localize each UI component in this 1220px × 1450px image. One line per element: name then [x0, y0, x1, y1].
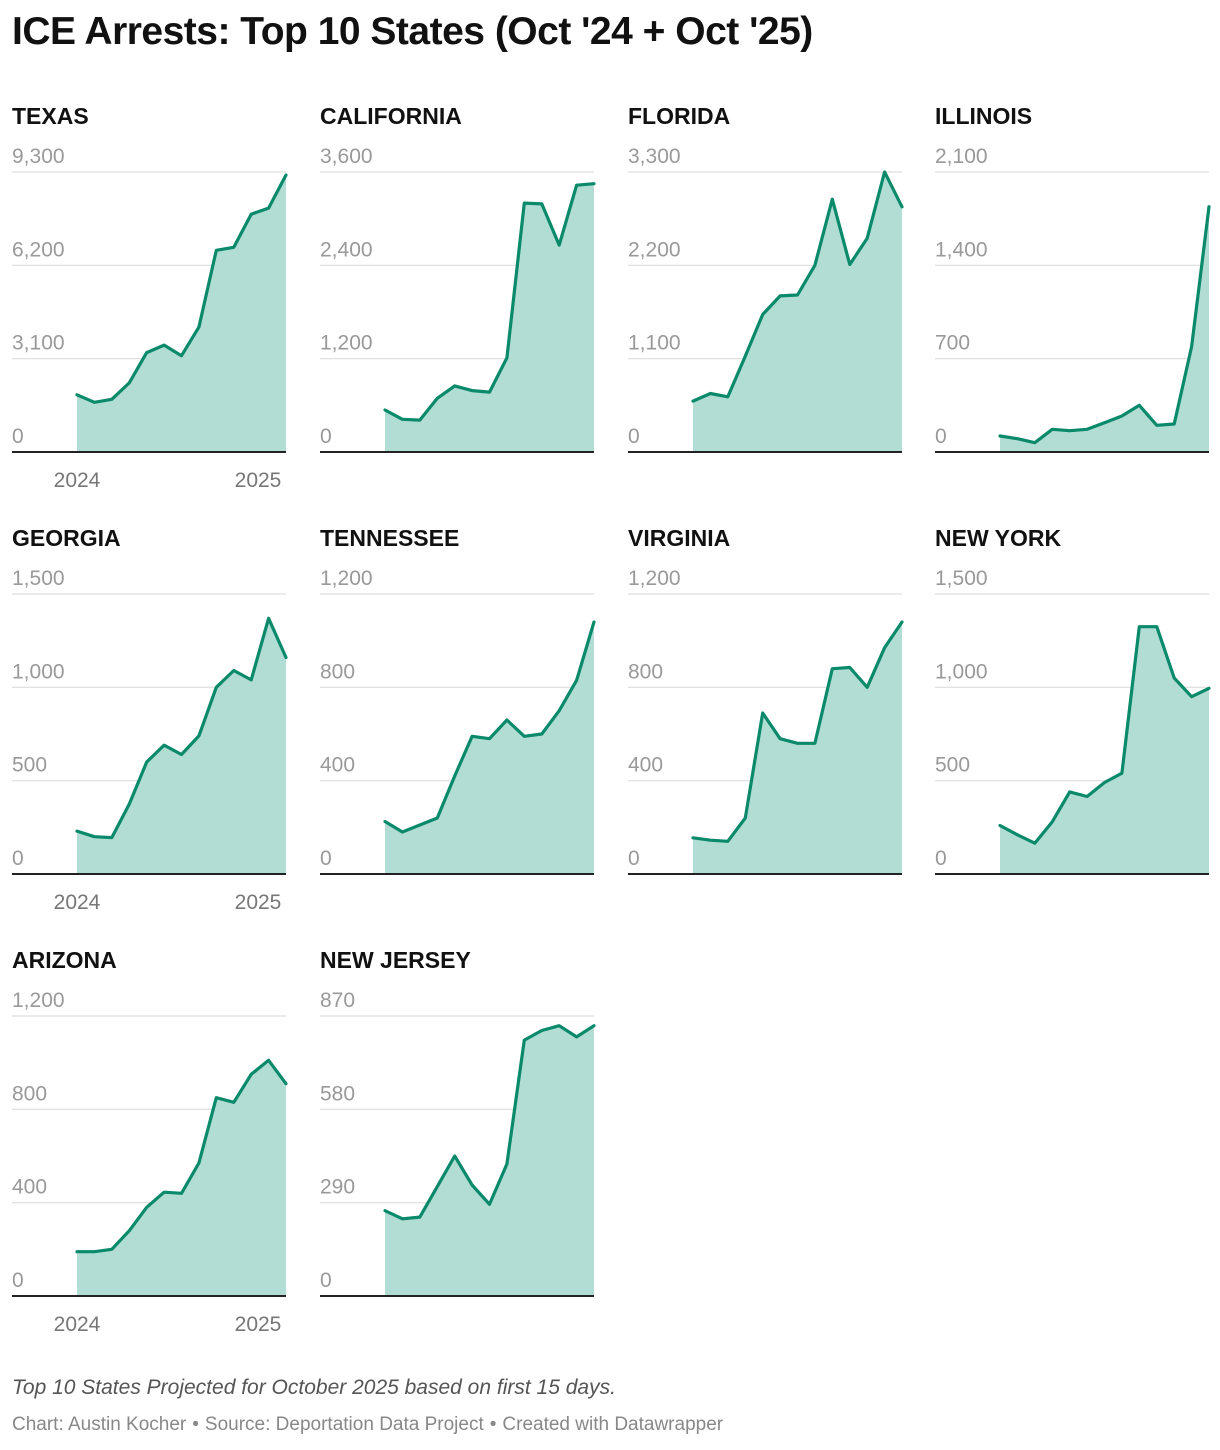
chart-georgia: GEORGIA 0 500 1,000 1,500 2024 2025 — [12, 525, 288, 914]
y-tick-label: 500 — [12, 754, 47, 777]
y-tick-label: 0 — [320, 847, 332, 870]
y-tick-label: 0 — [320, 425, 332, 448]
y-tick-label: 1,400 — [935, 238, 988, 261]
y-tick-label: 800 — [320, 660, 355, 683]
chart-california: CALIFORNIA 0 1,200 2,400 3,600 — [320, 103, 596, 453]
y-tick-label: 0 — [628, 847, 640, 870]
chart-illinois: ILLINOIS 0 700 1,400 2,100 — [935, 103, 1211, 453]
y-tick-label: 800 — [628, 660, 663, 683]
y-tick-label: 1,200 — [320, 332, 373, 355]
y-tick-label: 700 — [935, 332, 970, 355]
series-line — [383, 620, 596, 834]
x-tick-label: 2025 — [235, 1313, 282, 1336]
y-tick-label: 9,300 — [12, 145, 65, 168]
series-area — [693, 622, 902, 874]
y-tick-label: 0 — [12, 1269, 24, 1292]
series-line — [383, 1024, 596, 1221]
y-tick-label: 400 — [320, 754, 355, 777]
y-tick-label: 800 — [12, 1082, 47, 1105]
y-tick-label: 400 — [628, 754, 663, 777]
footer-separator: • — [489, 1414, 497, 1435]
series-line — [75, 1058, 288, 1254]
chart-title: ILLINOIS — [935, 103, 1032, 129]
y-tick-label: 1,200 — [320, 567, 373, 590]
chart-title: NEW JERSEY — [320, 947, 471, 973]
x-tick-label: 2024 — [54, 469, 101, 492]
footer-credit: Chart: Austin Kocher — [12, 1414, 187, 1435]
series-area — [693, 172, 902, 452]
chart-title: CALIFORNIA — [320, 103, 462, 129]
footer-tool: Created with Datawrapper — [502, 1414, 724, 1435]
y-tick-label: 1,000 — [935, 660, 988, 683]
series-line — [75, 616, 288, 840]
y-tick-label: 1,500 — [12, 567, 65, 590]
chart-footer: Chart: Austin Kocher • Source: Deportation… — [12, 1414, 723, 1436]
y-tick-label: 1,500 — [935, 567, 988, 590]
chart-title: GEORGIA — [12, 525, 121, 551]
y-tick-label: 0 — [935, 425, 947, 448]
y-tick-label: 0 — [628, 425, 640, 448]
y-tick-label: 1,200 — [628, 567, 681, 590]
series-area — [77, 618, 286, 874]
y-tick-label: 0 — [12, 425, 24, 448]
chart-virginia: VIRGINIA 0 400 800 1,200 — [628, 525, 904, 875]
y-tick-label: 2,100 — [935, 145, 988, 168]
chart-title: ARIZONA — [12, 947, 117, 973]
chart-title: NEW YORK — [935, 525, 1061, 551]
y-tick-label: 2,400 — [320, 238, 373, 261]
series-area — [1000, 206, 1209, 452]
chart-new-york: NEW YORK 0 500 1,000 1,500 — [935, 525, 1211, 875]
footer-source: Source: Deportation Data Project — [204, 1414, 484, 1435]
series-line — [691, 620, 904, 843]
chart-title: TENNESSEE — [320, 525, 459, 551]
y-tick-label: 0 — [320, 1269, 332, 1292]
y-tick-label: 0 — [12, 847, 24, 870]
series-area — [385, 183, 594, 452]
series-area — [77, 175, 286, 452]
chart-title: TEXAS — [12, 103, 89, 129]
y-tick-label: 0 — [935, 847, 947, 870]
chart-title: FLORIDA — [628, 103, 730, 129]
series-area — [1000, 626, 1209, 874]
chart-florida: FLORIDA 0 1,100 2,200 3,300 — [628, 103, 904, 453]
y-tick-label: 500 — [935, 754, 970, 777]
series-area — [385, 622, 594, 874]
x-tick-label: 2025 — [235, 891, 282, 914]
y-tick-label: 6,200 — [12, 238, 65, 261]
x-tick-label: 2024 — [54, 1313, 101, 1336]
footer-separator: • — [192, 1414, 199, 1435]
series-line — [383, 182, 596, 422]
page-title: ICE Arrests: Top 10 States (Oct '24 + Oc… — [12, 10, 813, 53]
series-line — [691, 170, 904, 403]
chart-texas: TEXAS 0 3,100 6,200 9,300 2024 2025 — [12, 103, 288, 492]
series-line — [998, 205, 1211, 445]
y-tick-label: 1,200 — [12, 989, 65, 1012]
x-tick-label: 2025 — [235, 469, 282, 492]
x-tick-label: 2024 — [54, 891, 101, 914]
chart-tennessee: TENNESSEE 0 400 800 1,200 — [320, 525, 596, 875]
y-tick-label: 290 — [320, 1176, 355, 1199]
series-line — [75, 173, 288, 404]
series-area — [385, 1025, 594, 1296]
series-area — [77, 1060, 286, 1296]
y-tick-label: 2,200 — [628, 238, 681, 261]
series-line — [998, 625, 1211, 845]
y-tick-label: 400 — [12, 1176, 47, 1199]
y-tick-label: 1,100 — [628, 332, 681, 355]
y-tick-label: 1,000 — [12, 660, 65, 683]
chart-new-jersey: NEW JERSEY 0 290 580 870 — [320, 947, 596, 1297]
chart-title: VIRGINIA — [628, 525, 730, 551]
y-tick-label: 3,600 — [320, 145, 373, 168]
y-tick-label: 3,100 — [12, 332, 65, 355]
y-tick-label: 870 — [320, 989, 355, 1012]
chart-notes: Top 10 States Projected for October 2025… — [12, 1376, 616, 1399]
y-tick-label: 3,300 — [628, 145, 681, 168]
chart-arizona: ARIZONA 0 400 800 1,200 2024 2025 — [12, 947, 288, 1336]
y-tick-label: 580 — [320, 1082, 355, 1105]
